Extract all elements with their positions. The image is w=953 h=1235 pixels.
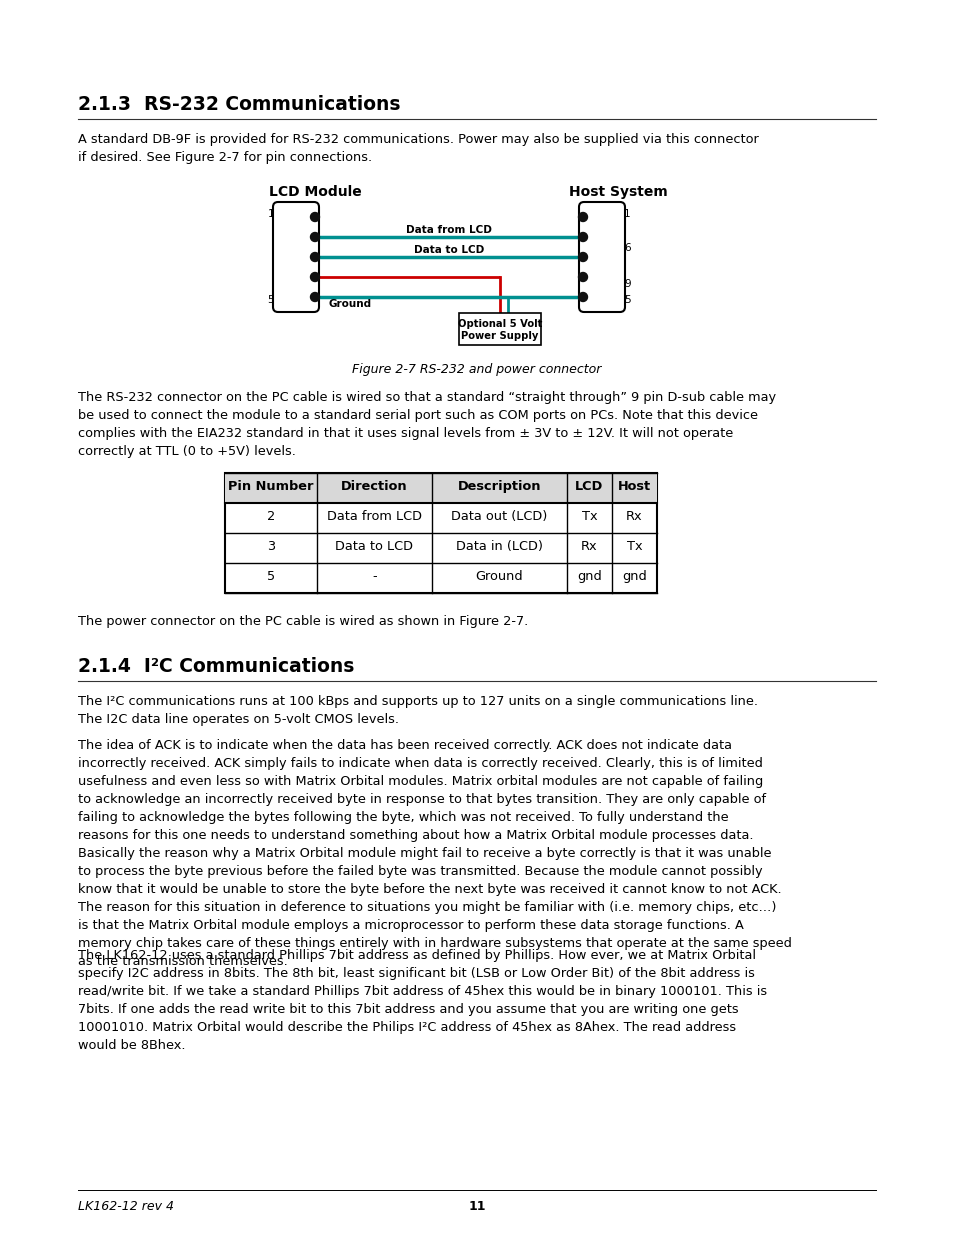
- Circle shape: [578, 273, 587, 282]
- Text: Rx: Rx: [625, 510, 642, 522]
- Text: Optional 5 Volt
Power Supply: Optional 5 Volt Power Supply: [457, 319, 541, 341]
- Text: The RS-232 connector on the PC cable is wired so that a standard “straight throu: The RS-232 connector on the PC cable is …: [78, 391, 776, 458]
- Text: The I²C communications runs at 100 kBps and supports up to 127 units on a single: The I²C communications runs at 100 kBps …: [78, 695, 758, 726]
- FancyBboxPatch shape: [273, 203, 318, 312]
- Circle shape: [310, 273, 319, 282]
- Text: Data from LCD: Data from LCD: [327, 510, 421, 522]
- Circle shape: [578, 212, 587, 221]
- Circle shape: [310, 293, 319, 301]
- Text: Data from LCD: Data from LCD: [406, 225, 492, 235]
- Text: Description: Description: [457, 480, 540, 493]
- Text: Direction: Direction: [341, 480, 407, 493]
- Text: gnd: gnd: [577, 571, 601, 583]
- Text: The power connector on the PC cable is wired as shown in Figure 2-7.: The power connector on the PC cable is w…: [78, 615, 528, 629]
- Text: Tx: Tx: [581, 510, 597, 522]
- Bar: [225, 473, 657, 593]
- Text: 11: 11: [468, 1200, 485, 1213]
- Text: 2.1.3  RS-232 Communications: 2.1.3 RS-232 Communications: [78, 95, 400, 114]
- Text: Ground: Ground: [476, 571, 523, 583]
- Text: Rx: Rx: [580, 540, 598, 553]
- Text: 2.1.4  I²C Communications: 2.1.4 I²C Communications: [78, 657, 354, 676]
- Text: 5: 5: [623, 295, 630, 305]
- Text: 1: 1: [267, 209, 274, 219]
- Text: Tx: Tx: [626, 540, 641, 553]
- Text: LCD: LCD: [575, 480, 603, 493]
- Text: Figure 2-7 RS-232 and power connector: Figure 2-7 RS-232 and power connector: [352, 363, 601, 375]
- Text: 1: 1: [623, 209, 630, 219]
- Text: 3: 3: [267, 540, 274, 553]
- Text: LCD Module: LCD Module: [269, 185, 361, 199]
- Circle shape: [578, 293, 587, 301]
- Text: Data to LCD: Data to LCD: [335, 540, 413, 553]
- Text: 5: 5: [267, 295, 274, 305]
- Text: Data to LCD: Data to LCD: [414, 245, 483, 254]
- Text: LK162-12 rev 4: LK162-12 rev 4: [78, 1200, 173, 1213]
- Text: Pin Number: Pin Number: [228, 480, 314, 493]
- Circle shape: [578, 252, 587, 262]
- Text: Host System: Host System: [568, 185, 667, 199]
- Text: Data out (LCD): Data out (LCD): [451, 510, 547, 522]
- Circle shape: [310, 212, 319, 221]
- Bar: [458, 312, 540, 345]
- Circle shape: [310, 232, 319, 242]
- Text: 2: 2: [267, 510, 274, 522]
- FancyBboxPatch shape: [578, 203, 624, 312]
- Text: Data in (LCD): Data in (LCD): [456, 540, 542, 553]
- Text: gnd: gnd: [621, 571, 646, 583]
- Text: Host: Host: [618, 480, 650, 493]
- Text: 5: 5: [267, 571, 274, 583]
- Text: 9: 9: [623, 279, 630, 289]
- Circle shape: [578, 232, 587, 242]
- Text: -: -: [372, 571, 376, 583]
- Text: Ground: Ground: [329, 299, 372, 309]
- Text: The idea of ACK is to indicate when the data has been received correctly. ACK do: The idea of ACK is to indicate when the …: [78, 739, 791, 968]
- Text: A standard DB-9F is provided for RS-232 communications. Power may also be suppli: A standard DB-9F is provided for RS-232 …: [78, 133, 758, 164]
- Bar: [225, 473, 657, 503]
- Text: 6: 6: [623, 243, 630, 253]
- Circle shape: [310, 252, 319, 262]
- Text: The LK162-12 uses a standard Phillips 7bit address as defined by Phillips. How e: The LK162-12 uses a standard Phillips 7b…: [78, 948, 766, 1052]
